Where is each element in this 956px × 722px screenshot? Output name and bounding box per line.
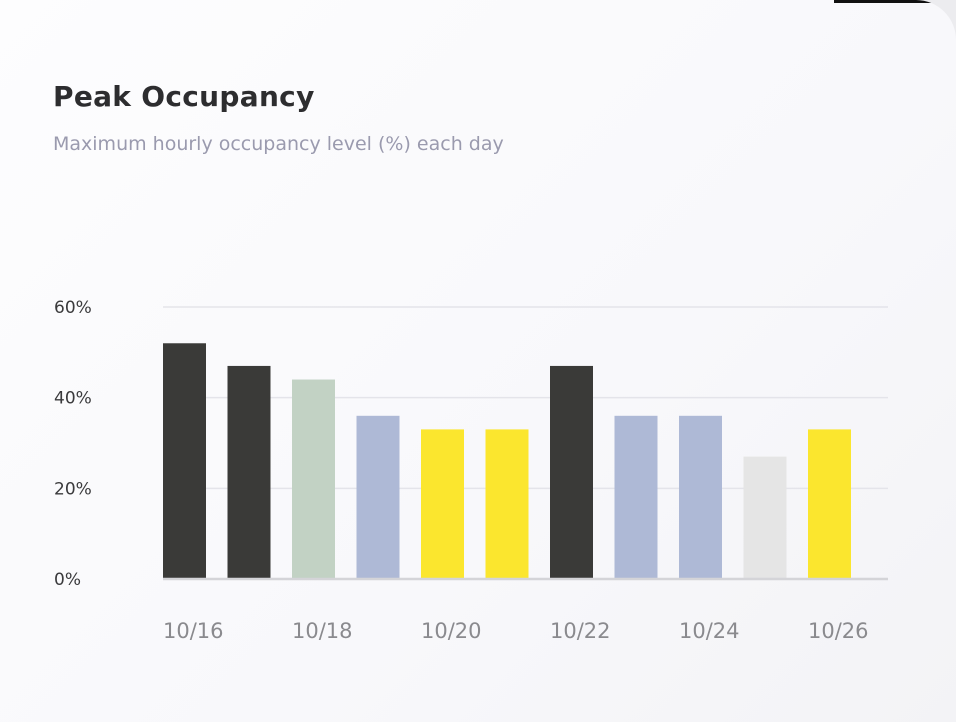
bar-10-17 xyxy=(227,365,271,579)
corner-strip xyxy=(834,0,934,3)
x-tick-label: 10/24 xyxy=(679,619,740,643)
x-tick-label: 10/22 xyxy=(550,619,611,643)
bar-10-26 xyxy=(808,429,851,579)
chart-subtitle: Maximum hourly occupancy level (%) each … xyxy=(53,133,504,155)
bar-10-25 xyxy=(743,456,787,579)
bar-10-23 xyxy=(614,415,658,579)
x-tick-label: 10/20 xyxy=(421,619,482,643)
x-tick-label: 10/26 xyxy=(808,619,869,643)
bar-10-24 xyxy=(679,415,722,579)
y-tick-label: 0% xyxy=(54,570,81,590)
bar-10-18 xyxy=(292,379,335,579)
bar-10-16 xyxy=(163,343,206,579)
y-tick-label: 60% xyxy=(54,298,92,318)
bar-10-22 xyxy=(550,365,593,579)
bar-10-20 xyxy=(421,429,464,579)
chart-title: Peak Occupancy xyxy=(53,80,315,113)
y-tick-label: 20% xyxy=(54,479,92,499)
x-tick-label: 10/16 xyxy=(163,619,224,643)
y-tick-label: 40% xyxy=(54,389,92,409)
x-tick-label: 10/18 xyxy=(292,619,353,643)
bar-10-19 xyxy=(356,415,400,579)
bar-10-21 xyxy=(485,429,529,579)
